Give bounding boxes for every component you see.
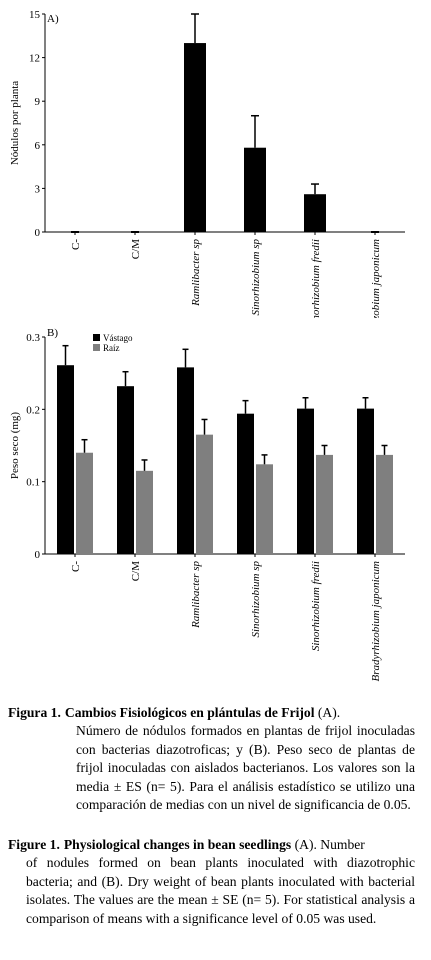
bar-b-0-0	[57, 365, 74, 554]
caption-spanish: Figura 1. Cambios Fisiológicos en plántu…	[8, 704, 415, 814]
bar-b-1-1	[136, 470, 153, 554]
x-tick-label-a-1: C/M	[130, 239, 142, 259]
caption-es-title: Cambios Fisiológicos en plántulas de Fri…	[64, 705, 315, 720]
bar-b-0-2	[177, 367, 194, 554]
legend-swatch-1	[93, 344, 100, 351]
legend-label-1: Raíz	[103, 343, 120, 353]
chart-a-nodules: 0 3 6 9 12 15 Nódulos por planta A) C- C/M Ramliba…	[9, 9, 405, 318]
caption-es-body: Número de nódulos formados en plantas de…	[76, 723, 415, 813]
bar-b-0-1	[117, 386, 134, 554]
bar-b-1-3	[256, 464, 273, 554]
caption-en-title: Physiological changes in bean seedlings	[63, 837, 292, 852]
legend-swatch-0	[93, 334, 100, 341]
y-tick-label-a-5: 15	[29, 9, 41, 21]
y-tick-label-a-1: 3	[35, 183, 41, 195]
y-tick-label-b-0: 0	[35, 549, 41, 561]
x-tick-label-a-2: Ramlibacter sp	[190, 239, 202, 307]
y-axis-label-a: Nódulos por planta	[9, 81, 21, 165]
y-tick-label-a-2: 6	[35, 140, 41, 152]
y-tick-label-a-3: 9	[35, 96, 41, 108]
caption-en-after-title: (A). Number	[291, 837, 365, 852]
y-tick-label-a-0: 0	[35, 227, 41, 239]
y-tick-label-b-3: 0.3	[26, 332, 40, 344]
bar-a-4	[304, 194, 326, 232]
y-tick-label-b-1: 0.1	[26, 477, 40, 489]
caption-english: Figure 1. Physiological changes in bean …	[8, 836, 415, 928]
bar-a-3	[244, 147, 266, 232]
y-tick-label-a-4: 12	[29, 53, 40, 65]
y-tick-label-b-2: 0.2	[26, 404, 40, 416]
bar-b-0-3	[237, 413, 254, 554]
bar-b-1-5	[376, 454, 393, 554]
legend-label-0: Vástago	[103, 333, 133, 343]
bar-b-0-4	[297, 408, 314, 554]
caption-en-lead: Figure 1.	[8, 837, 60, 852]
x-tick-label-b-5: Bradyrhizobium japonicum	[370, 561, 382, 682]
bar-b-1-4	[316, 454, 333, 554]
bar-a-2	[184, 43, 206, 232]
x-tick-label-a-4: Sinorhizobium fredii	[310, 239, 322, 318]
x-tick-label-a-3: Sinorhizobium sp	[250, 239, 262, 316]
x-tick-label-b-2: Ramlibacter sp	[190, 561, 202, 629]
y-axis-label-b: Peso seco (mg)	[9, 412, 21, 480]
caption-es-after-title: (A).	[314, 705, 341, 720]
x-tick-label-a-0: C-	[70, 239, 82, 250]
caption-en-body: of nodules formed on bean plants inocula…	[26, 855, 415, 926]
x-tick-label-b-0: C-	[70, 561, 82, 572]
panel-label-a: A)	[47, 13, 59, 25]
caption-es-lead: Figura 1.	[8, 705, 61, 720]
x-tick-label-b-3: Sinorhizobium sp	[250, 561, 262, 638]
bar-b-0-5	[357, 408, 374, 554]
x-tick-label-b-4: Sinorhizobium fredii	[310, 561, 322, 651]
x-tick-label-b-1: C/M	[130, 561, 142, 581]
panel-label-b: B)	[47, 327, 58, 339]
bar-b-1-2	[196, 434, 213, 554]
bar-b-1-0	[76, 452, 93, 554]
x-tick-label-a-5: Bradyrhizobium japonicum	[370, 239, 382, 318]
